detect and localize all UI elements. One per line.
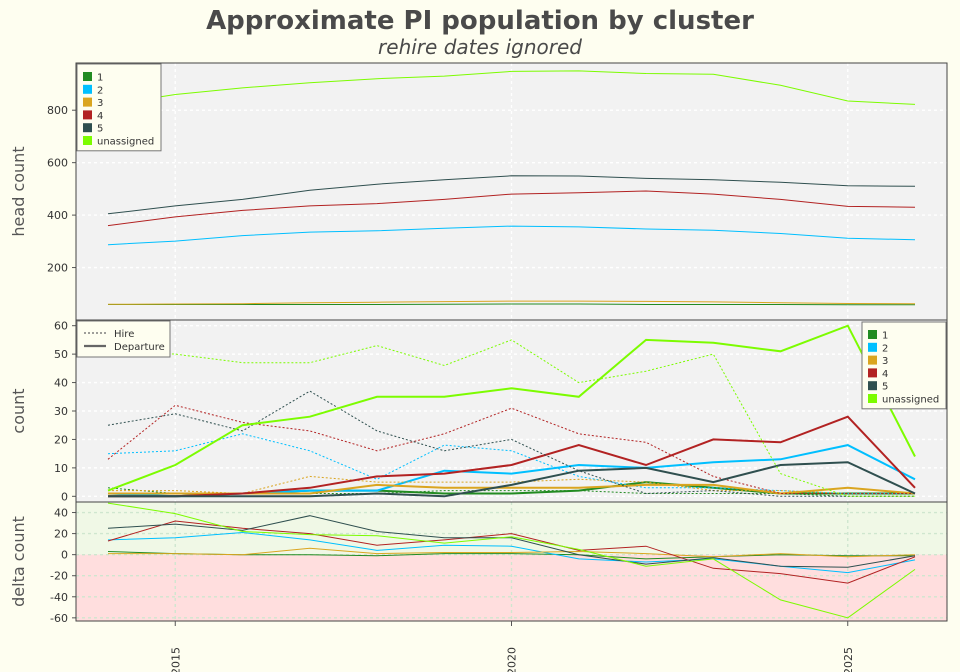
y-tick-label: -40 [50, 591, 68, 604]
chart-title: Approximate PI population by cluster [206, 6, 754, 36]
y-axis-label: delta count [9, 516, 28, 607]
y-tick-label: 60 [54, 320, 68, 333]
legend-label-1: 1 [97, 73, 103, 84]
hire-line-2 [107, 433, 915, 494]
legend-label-unassigned: unassigned [882, 395, 939, 406]
series-line-5 [107, 175, 916, 215]
legend-swatch-4 [83, 110, 92, 120]
y-tick-label: 30 [54, 405, 68, 418]
y-tick-label: -60 [50, 612, 68, 625]
y-tick-label: 800 [47, 104, 68, 117]
style-legend [76, 320, 171, 358]
series-line-unassigned [107, 70, 916, 106]
legend-swatch-3 [83, 97, 92, 107]
hire-line-5 [107, 390, 915, 497]
legend-swatch-5 [868, 381, 877, 391]
y-tick-label: 40 [54, 507, 68, 520]
legend-label-5: 5 [97, 124, 103, 135]
hire-line-3 [108, 475, 915, 495]
x-tick-label: 2025 [842, 647, 855, 672]
series-line-5 [107, 515, 916, 568]
series-line-unassigned [107, 502, 916, 619]
y-tick-label: 600 [47, 157, 68, 170]
legend-label-2: 2 [882, 343, 888, 354]
series-line-3 [107, 300, 916, 305]
style-legend-label-hire: Hire [114, 329, 134, 340]
x-tick-label: 2020 [506, 647, 519, 672]
y-tick-label: 0 [61, 490, 68, 503]
legend-swatch-2 [83, 84, 92, 94]
y-tick-label: 20 [54, 433, 68, 446]
legend-swatch-1 [83, 72, 92, 81]
y-tick-label: 40 [54, 377, 68, 390]
legend-label-4: 4 [97, 111, 103, 122]
legend-swatch-unassigned [868, 394, 877, 403]
series-line-4 [107, 190, 916, 227]
legend-swatch-1 [868, 330, 877, 339]
legend-label-3: 3 [97, 98, 103, 109]
legend-label-1: 1 [882, 331, 888, 342]
legend-label-3: 3 [882, 356, 888, 367]
legend-label-unassigned: unassigned [97, 137, 154, 148]
y-axis-label: head count [9, 146, 28, 236]
legend-swatch-5 [83, 123, 92, 133]
departure-line-5 [108, 461, 916, 498]
legend-label-4: 4 [882, 369, 888, 380]
departure-line-unassigned [107, 324, 916, 492]
series-line-3 [108, 547, 916, 558]
hire-line-unassigned [107, 339, 915, 497]
y-tick-label: -20 [50, 570, 68, 583]
series-line-1 [108, 303, 915, 306]
style-legend-label-departure: Departure [114, 342, 165, 353]
y-tick-label: 400 [47, 209, 68, 222]
y-tick-label: 50 [54, 348, 68, 361]
legend-label-2: 2 [97, 85, 103, 96]
y-tick-label: 200 [47, 262, 68, 275]
y-tick-label: 10 [54, 462, 68, 475]
series-line-2 [107, 225, 916, 246]
departure-line-4 [108, 415, 916, 498]
y-axis-label: count [9, 388, 28, 433]
legend-swatch-2 [868, 342, 877, 352]
legend-swatch-4 [868, 368, 877, 378]
series-line-4 [107, 520, 916, 584]
legend-swatch-3 [868, 355, 877, 365]
x-tick-label: 2015 [169, 647, 182, 672]
y-tick-label: 0 [61, 549, 68, 562]
legend-label-5: 5 [882, 382, 888, 393]
chart-subtitle: rehire dates ignored [378, 35, 582, 59]
y-tick-label: 20 [54, 528, 68, 541]
legend-swatch-unassigned [83, 136, 92, 145]
